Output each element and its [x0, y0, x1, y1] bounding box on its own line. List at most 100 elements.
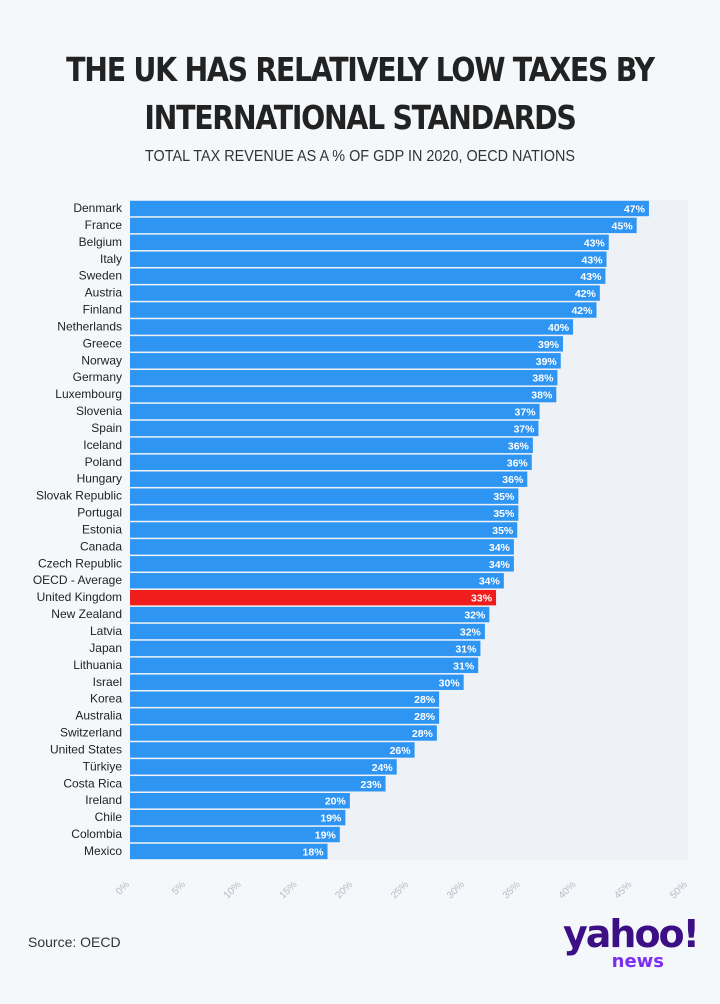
- category-label: Austria: [85, 286, 123, 300]
- bar: [130, 353, 561, 369]
- category-label: Denmark: [73, 201, 123, 215]
- data-label: 34%: [489, 542, 511, 554]
- category-label: Spain: [91, 421, 122, 435]
- bar: [130, 437, 533, 454]
- bar: [130, 793, 350, 809]
- category-label: Colombia: [71, 827, 122, 841]
- data-label: 42%: [575, 288, 597, 300]
- data-label: 34%: [479, 576, 501, 588]
- data-label: 43%: [580, 271, 602, 283]
- category-label: Japan: [89, 641, 122, 655]
- bar: [130, 725, 437, 741]
- bar: [130, 826, 340, 843]
- category-label: Slovenia: [76, 404, 122, 418]
- category-label: Belgium: [79, 235, 122, 249]
- x-tick-label: 50%: [668, 879, 690, 901]
- bar: [130, 759, 397, 775]
- bar: [130, 809, 346, 826]
- data-label: 19%: [320, 813, 342, 825]
- bar: [130, 505, 519, 521]
- category-label: Iceland: [83, 438, 122, 452]
- category-label: Mexico: [84, 844, 122, 858]
- data-label: 36%: [502, 474, 524, 486]
- bar: [130, 573, 504, 589]
- x-tick-label: 45%: [612, 879, 634, 901]
- x-tick-label: 25%: [389, 879, 411, 901]
- data-label: 38%: [531, 390, 553, 402]
- category-label: OECD - Average: [33, 573, 122, 587]
- data-label: 32%: [460, 627, 482, 639]
- x-tick-label: 0%: [114, 879, 132, 897]
- category-label: Luxembourg: [55, 387, 122, 401]
- bar: [130, 285, 600, 301]
- data-label: 35%: [493, 491, 515, 503]
- data-label: 47%: [624, 204, 646, 216]
- data-label: 26%: [390, 745, 412, 757]
- category-label: Italy: [100, 252, 122, 266]
- data-label: 33%: [471, 593, 493, 605]
- data-label: 43%: [582, 254, 604, 266]
- category-label: Switzerland: [60, 726, 122, 740]
- yahoo-news-logo: yahoo! news: [548, 912, 700, 972]
- category-label: Estonia: [82, 522, 122, 536]
- bar: [130, 522, 518, 538]
- category-label: United Kingdom: [37, 590, 122, 604]
- category-label: Sweden: [79, 269, 122, 283]
- chart-subtitle: TOTAL TAX REVENUE AS A % OF GDP IN 2020,…: [144, 148, 576, 165]
- data-label: 40%: [548, 322, 570, 334]
- bar: [130, 217, 637, 234]
- data-label: 23%: [361, 779, 383, 791]
- category-label: Lithuania: [73, 658, 122, 672]
- x-tick-label: 35%: [501, 879, 523, 901]
- category-label: Costa Rica: [63, 776, 122, 790]
- bar: [130, 708, 440, 724]
- x-tick-label: 15%: [278, 879, 300, 901]
- bar: [130, 776, 386, 792]
- data-label: 35%: [493, 508, 515, 520]
- data-label: 31%: [455, 643, 477, 655]
- bar: [130, 657, 479, 674]
- x-tick-label: 40%: [557, 879, 579, 901]
- data-label: 30%: [439, 677, 461, 689]
- category-label: Netherlands: [57, 319, 122, 333]
- category-label: New Zealand: [51, 607, 122, 621]
- category-label: United States: [50, 742, 122, 756]
- category-label: Finland: [83, 303, 122, 317]
- chart-title-line2: INTERNATIONAL STANDARDS: [144, 98, 576, 137]
- bar: [130, 640, 481, 657]
- x-tick-label: 5%: [170, 879, 188, 897]
- logo-sub: news: [611, 951, 664, 972]
- category-label: Poland: [85, 455, 122, 469]
- category-label: Chile: [95, 810, 123, 824]
- bar: [130, 370, 558, 386]
- data-label: 37%: [515, 407, 537, 419]
- category-label: Czech Republic: [38, 556, 122, 570]
- category-label: Australia: [75, 709, 122, 723]
- x-tick-label: 10%: [222, 879, 244, 901]
- bar: [130, 302, 597, 318]
- x-tick-label: 20%: [333, 879, 355, 901]
- category-label: Latvia: [90, 624, 122, 638]
- category-label: Ireland: [85, 793, 122, 807]
- data-label: 28%: [414, 711, 436, 723]
- data-label: 18%: [303, 846, 325, 858]
- bar: [130, 606, 490, 623]
- bar: [130, 691, 440, 707]
- logo-main: yahoo!: [562, 912, 700, 956]
- x-tick-label: 30%: [445, 879, 467, 901]
- data-label: 43%: [584, 237, 606, 249]
- data-label: 19%: [315, 830, 337, 842]
- data-label: 35%: [492, 525, 514, 537]
- bar: [130, 319, 574, 335]
- bar: [130, 454, 532, 470]
- category-label: Greece: [83, 336, 123, 350]
- data-label: 34%: [489, 559, 511, 571]
- bar: [130, 386, 557, 403]
- data-label: 36%: [508, 440, 530, 452]
- bar: [130, 488, 519, 504]
- category-label: Slovak Republic: [36, 489, 122, 503]
- category-label: Germany: [73, 370, 122, 384]
- data-label: 39%: [538, 339, 560, 351]
- category-label: France: [85, 218, 123, 232]
